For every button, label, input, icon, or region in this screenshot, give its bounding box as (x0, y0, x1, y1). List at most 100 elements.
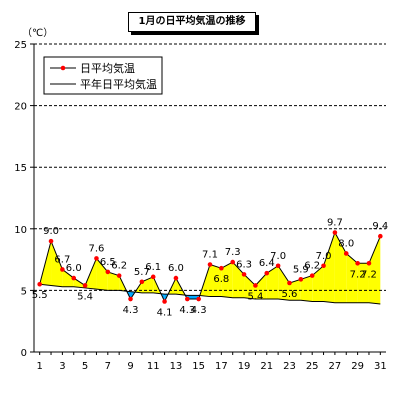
data-label-day-6: 7.6 (88, 243, 104, 254)
data-label-day-14: 4.3 (179, 305, 195, 316)
fill-segment (210, 264, 222, 297)
legend: 日平均気温 平年日平均気温 (43, 56, 163, 95)
data-point-day-30 (366, 260, 372, 266)
point-layer (37, 230, 383, 304)
data-point-day-25 (309, 273, 315, 278)
data-point-day-4 (71, 275, 77, 281)
data-point-day-27 (332, 230, 338, 235)
data-point-day-6 (94, 256, 99, 261)
fill-segment (323, 232, 335, 303)
x-tick-label: 27 (329, 361, 342, 372)
data-label-day-9: 4.3 (123, 305, 139, 316)
data-point-day-26 (321, 263, 326, 269)
data-point-day-5 (82, 283, 88, 288)
data-label-day-17: 6.8 (213, 274, 229, 285)
fill-segment (51, 241, 63, 287)
x-tick-label: 31 (374, 361, 387, 372)
x-tick-label: 1 (36, 361, 42, 372)
data-point-day-10 (139, 279, 145, 285)
x-tick-label: 23 (283, 361, 296, 372)
data-label-day-16: 7.1 (202, 250, 218, 261)
data-point-day-24 (298, 277, 304, 282)
legend-marker-daily (60, 65, 66, 71)
fill-segment (334, 232, 347, 303)
y-tick-label: 0 (21, 348, 27, 359)
data-label-day-8: 6.2 (111, 261, 127, 272)
data-label-day-3: 6.7 (54, 254, 70, 265)
x-tick-label: 29 (351, 361, 364, 372)
data-label-day-19: 6.3 (236, 259, 252, 270)
series-line-normal (39, 283, 381, 305)
fill-segment (96, 258, 108, 291)
data-label-day-5: 5.4 (77, 291, 93, 302)
x-tick-label: 15 (192, 361, 205, 372)
fill-segment (368, 236, 381, 304)
data-point-day-2 (48, 238, 54, 244)
y-tick-label: 10 (14, 225, 27, 236)
data-point-day-23 (287, 280, 292, 286)
data-point-day-29 (355, 260, 360, 266)
x-tick-label: 11 (147, 361, 160, 372)
y-axis-unit-label: （℃） (22, 27, 53, 39)
fill-segment (187, 295, 199, 300)
data-label-day-11: 6.1 (145, 262, 161, 273)
y-tick-label: 5 (21, 286, 27, 297)
data-point-day-21 (264, 270, 270, 276)
data-label-day-25: 6.2 (304, 261, 320, 272)
x-tick-label: 13 (170, 361, 183, 372)
data-point-day-31 (378, 233, 383, 239)
data-point-day-13 (173, 275, 179, 281)
data-label-day-13: 6.0 (168, 263, 184, 274)
gridline-layer (34, 43, 386, 291)
data-label-day-15: 4.3 (191, 305, 207, 316)
data-point-day-14 (184, 296, 190, 302)
data-label-day-1: 5.5 (32, 290, 48, 301)
x-tick-label: 5 (82, 361, 88, 372)
fill-segment (266, 265, 279, 300)
data-point-day-9 (128, 296, 133, 302)
x-tick-label: 25 (306, 361, 319, 372)
legend-label-normal: 平年日平均気温 (80, 77, 157, 91)
chart-title: 1月の日平均気温の推移 (128, 12, 256, 32)
legend-label-daily: 日平均気温 (80, 61, 135, 75)
data-label-day-27: 9.7 (327, 217, 343, 228)
data-label-day-21: 6.4 (259, 258, 275, 269)
data-label-day-4: 6.0 (66, 263, 82, 274)
data-point-day-28 (343, 251, 349, 256)
data-point-day-3 (60, 267, 65, 272)
data-point-day-20 (253, 283, 258, 288)
data-label-day-28: 8.0 (338, 238, 354, 249)
data-point-day-22 (275, 263, 281, 269)
fill-segment (312, 265, 324, 302)
data-label-day-2: 9.0 (43, 226, 59, 237)
data-point-day-1 (37, 281, 42, 287)
x-tick-label: 7 (105, 361, 111, 372)
data-label-day-20: 5.4 (247, 291, 263, 302)
data-label-day-10: 5.7 (134, 267, 150, 278)
x-tick-label: 3 (59, 361, 65, 372)
data-label-layer: 5.59.06.76.05.47.66.56.24.35.76.14.16.04… (32, 217, 389, 318)
data-point-day-11 (150, 274, 156, 280)
y-tick-label: 20 (14, 102, 27, 113)
data-point-day-15 (196, 296, 201, 302)
x-tick-label: 19 (238, 361, 251, 372)
fill-segment (255, 273, 267, 300)
fill-segment (73, 278, 86, 288)
fill-segment (62, 269, 74, 287)
data-label-day-31: 9.4 (372, 221, 388, 232)
data-label-day-7: 6.5 (100, 257, 116, 268)
fill-segment (357, 263, 369, 303)
fill-segment (289, 279, 301, 301)
data-label-day-30: 7.2 (361, 269, 377, 280)
fill-segment (221, 262, 233, 298)
data-point-day-12 (162, 299, 167, 304)
data-label-day-18: 7.3 (225, 247, 241, 258)
fill-segment (278, 265, 290, 301)
x-tick-label: 21 (260, 361, 273, 372)
fill-segment (300, 275, 313, 302)
x-tick-label: 9 (127, 361, 133, 372)
fill-segment (232, 262, 245, 298)
data-label-day-22: 7.0 (270, 251, 286, 262)
data-label-day-12: 4.1 (157, 307, 173, 318)
